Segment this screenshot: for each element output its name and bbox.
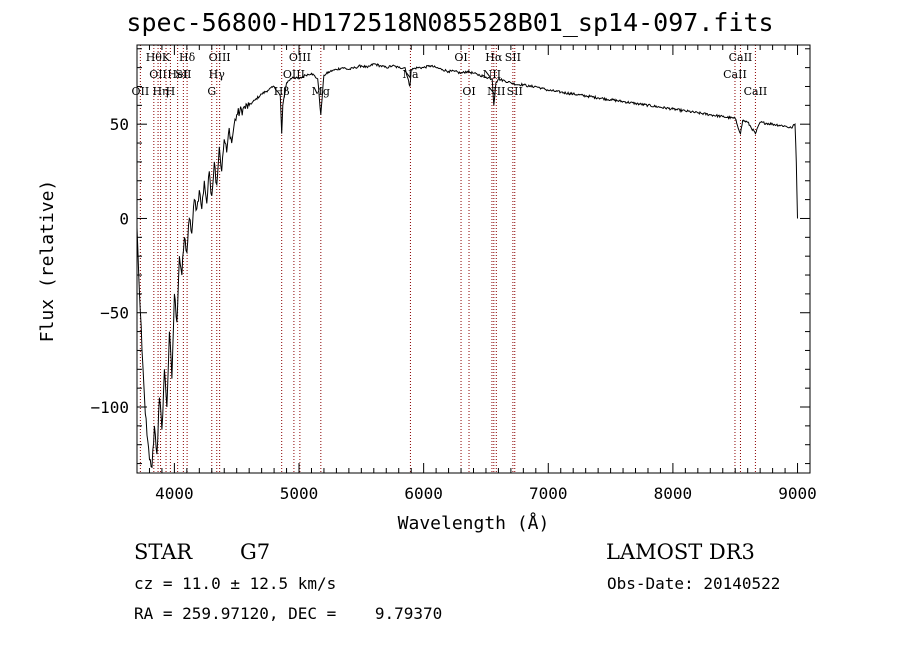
y-tick-label: −50 [100,304,129,323]
x-tick-label: 4000 [155,484,194,503]
line-label-23: SII [507,85,523,98]
observation-date: Obs-Date: 20140522 [607,574,781,593]
y-axis-title: Flux (relative) [37,180,58,343]
line-label-19: NII [483,68,501,81]
coordinates: RA = 259.97120, DEC = 9.79370 [134,604,443,623]
line-label-10: Hγ [209,68,226,81]
x-tick-label: 6000 [404,484,443,503]
line-label-24: CaII [723,68,747,81]
line-label-0: OII [132,85,150,98]
line-label-14: OIII [289,51,311,64]
line-label-26: CaII [744,85,768,98]
x-tick-label: 9000 [778,484,817,503]
line-labels: OIIHθOIIHηKHHeISIIHδGHγOIIIHβOIIIOIIIMgN… [132,51,768,98]
line-label-17: OI [454,51,467,64]
line-label-5: H [166,85,176,98]
spectrum-line [136,62,798,469]
y-axis: −100 −50 0 50 [90,48,810,465]
line-label-11: OIII [209,51,231,64]
line-label-18: OI [462,85,475,98]
line-label-8: Hδ [179,51,196,64]
line-label-2: OII [149,68,167,81]
line-label-9: G [207,85,216,98]
line-label-22: SII [505,51,521,64]
line-label-15: Mg [312,85,330,98]
x-axis-title: Wavelength (Å) [398,512,550,534]
survey-name: LAMOST DR3 [606,540,755,564]
redshift-velocity: cz = 11.0 ± 12.5 km/s [134,574,337,593]
line-markers [139,45,756,473]
line-label-25: CaII [729,51,753,64]
x-tick-label: 8000 [654,484,693,503]
y-tick-label: 50 [110,115,129,134]
line-label-7: SII [175,68,191,81]
y-tick-label: −100 [90,398,129,417]
x-tick-label: 7000 [529,484,568,503]
line-label-13: OIII [283,68,305,81]
line-label-6: HeI [167,68,187,81]
line-label-20: Hα [485,51,503,64]
line-label-21: NII [487,85,505,98]
line-label-12: Hβ [274,85,290,98]
line-label-1: Hθ [146,51,163,64]
x-axis: 4000 5000 6000 7000 8000 9000 [136,45,817,503]
x-tick-label: 5000 [280,484,319,503]
line-label-4: K [162,51,171,64]
object-class: STAR [134,540,193,564]
y-tick-label: 0 [119,209,129,228]
line-label-3: Hη [152,85,168,98]
object-subclass: G7 [240,540,271,564]
chart-title: spec-56800-HD172518N085528B01_sp14-097.f… [126,8,774,37]
